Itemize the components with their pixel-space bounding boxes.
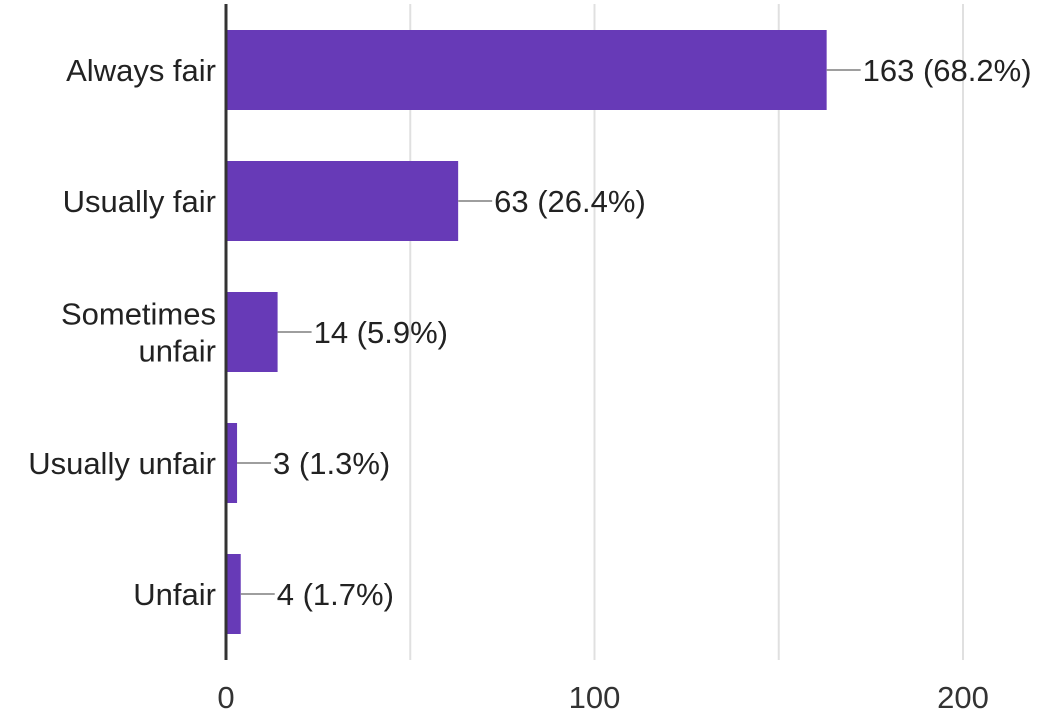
category-label-2-line-0: Sometimes (61, 297, 216, 332)
category-label-1-line-0: Usually fair (63, 184, 216, 219)
bar-0 (227, 30, 827, 110)
category-label-4: Unfair (133, 577, 216, 612)
gridlines (409, 4, 964, 660)
category-label-4-line-0: Unfair (133, 577, 216, 612)
category-label-0-line-0: Always fair (66, 53, 216, 88)
value-labels: 163 (68.2%) 63 (26.4%) 14 (5.9%) 3 (1.3%) 4 … (273, 53, 1031, 612)
x-tick-label-0: 0 (217, 680, 234, 715)
bars (227, 30, 861, 634)
x-tick-label-200: 200 (937, 680, 989, 715)
category-label-3: Usually unfair (28, 446, 216, 481)
category-label-2: Sometimes unfair (61, 297, 216, 369)
x-tick-label-100: 100 (569, 680, 621, 715)
bar-3 (227, 423, 238, 503)
category-label-2-line-1: unfair (138, 334, 216, 369)
value-label-0: 163 (68.2%) (863, 53, 1032, 88)
category-label-3-line-0: Usually unfair (28, 446, 216, 481)
category-label-1: Usually fair (63, 184, 216, 219)
category-label-0: Always fair (66, 53, 216, 88)
value-label-2: 14 (5.9%) (314, 315, 448, 350)
value-label-3: 3 (1.3%) (273, 446, 390, 481)
category-labels: Always fair Usually fair Sometimes unfair Us… (28, 53, 216, 612)
bar-4 (227, 554, 241, 634)
bar-1 (227, 161, 459, 241)
value-label-1: 63 (26.4%) (494, 184, 646, 219)
bar-2 (227, 292, 278, 372)
value-label-4: 4 (1.7%) (277, 577, 394, 612)
x-axis-ticks: 0 100 200 (217, 680, 988, 715)
